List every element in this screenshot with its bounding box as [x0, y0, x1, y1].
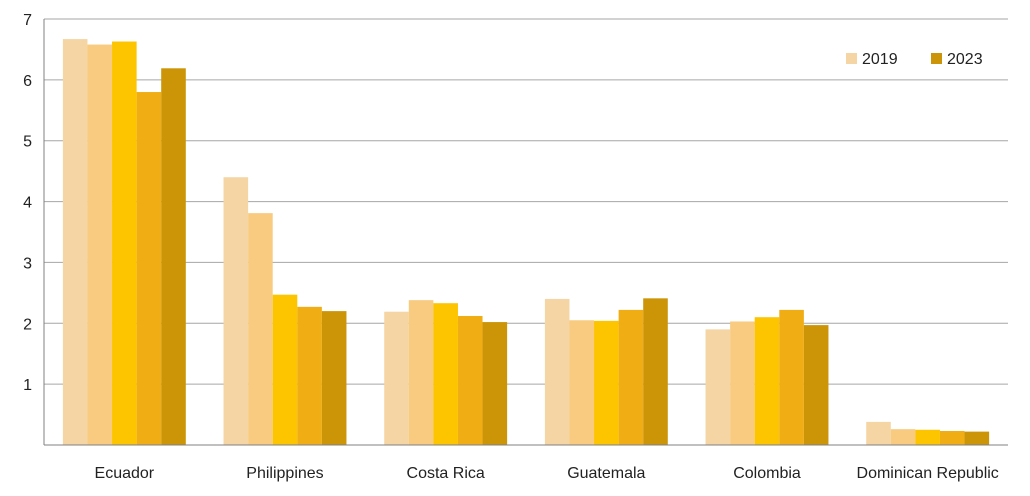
- bar-dominican-republic-s5: [964, 431, 990, 445]
- bar-guatemala-s2: [569, 320, 595, 445]
- bar-colombia-s2: [730, 321, 755, 445]
- bar-colombia-s4: [779, 309, 804, 445]
- bar-philippines-s2: [248, 213, 273, 445]
- y-tick-label: 6: [23, 73, 32, 90]
- bar-philippines-s1: [223, 177, 249, 445]
- x-category-label: Dominican Republic: [857, 465, 999, 482]
- x-category-label: Philippines: [246, 465, 323, 482]
- bar-dominican-republic-s3: [915, 429, 940, 445]
- bar-ecuador-s3: [112, 41, 137, 445]
- bar-philippines-s4: [297, 306, 322, 445]
- bar-ecuador-s2: [87, 44, 113, 446]
- x-category-label: Guatemala: [567, 465, 645, 482]
- y-tick-label: 2: [23, 316, 32, 333]
- bar-philippines-s5: [321, 311, 347, 445]
- y-tick-label: 5: [23, 134, 32, 151]
- bar-costa-rica-s5: [482, 322, 508, 445]
- bar-dominican-republic-s2: [890, 429, 916, 445]
- bars: [62, 39, 990, 446]
- y-tick-label: 1: [23, 377, 32, 394]
- y-axis-ticks: 1 2 3 4 5 6 7: [23, 12, 32, 394]
- legend: 2019 2023: [846, 51, 983, 68]
- bar-ecuador-s4: [136, 92, 162, 446]
- bar-guatemala-s4: [618, 309, 644, 445]
- bar-guatemala-s3: [594, 320, 619, 445]
- bar-costa-rica-s2: [408, 300, 434, 445]
- bar-dominican-republic-s1: [866, 421, 891, 445]
- y-tick-label: 3: [23, 255, 32, 272]
- bar-colombia-s3: [754, 317, 780, 445]
- legend-swatch: [931, 53, 942, 64]
- bar-guatemala-s1: [544, 298, 570, 445]
- x-category-label: Colombia: [733, 465, 801, 482]
- bar-guatemala-s5: [643, 298, 668, 445]
- y-tick-label: 4: [23, 195, 32, 212]
- legend-swatch: [846, 53, 857, 64]
- bar-costa-rica-s3: [433, 303, 458, 445]
- bar-costa-rica-s4: [457, 315, 483, 445]
- bar-philippines-s3: [272, 294, 298, 445]
- x-axis-labels: Ecuador Philippines Costa Rica Guatemala Col…: [95, 465, 999, 482]
- legend-label: 2023: [947, 51, 983, 68]
- gridlines: [44, 18, 1008, 385]
- bar-ecuador-s5: [161, 68, 186, 446]
- bar-costa-rica-s1: [384, 311, 409, 445]
- bar-colombia-s1: [705, 329, 731, 445]
- bar-colombia-s5: [803, 325, 829, 445]
- bar-dominican-republic-s4: [939, 431, 965, 445]
- legend-label: 2019: [862, 51, 898, 68]
- x-category-label: Costa Rica: [407, 465, 485, 482]
- y-tick-label: 7: [23, 12, 32, 29]
- bar-ecuador-s1: [62, 39, 88, 445]
- x-category-label: Ecuador: [95, 465, 155, 482]
